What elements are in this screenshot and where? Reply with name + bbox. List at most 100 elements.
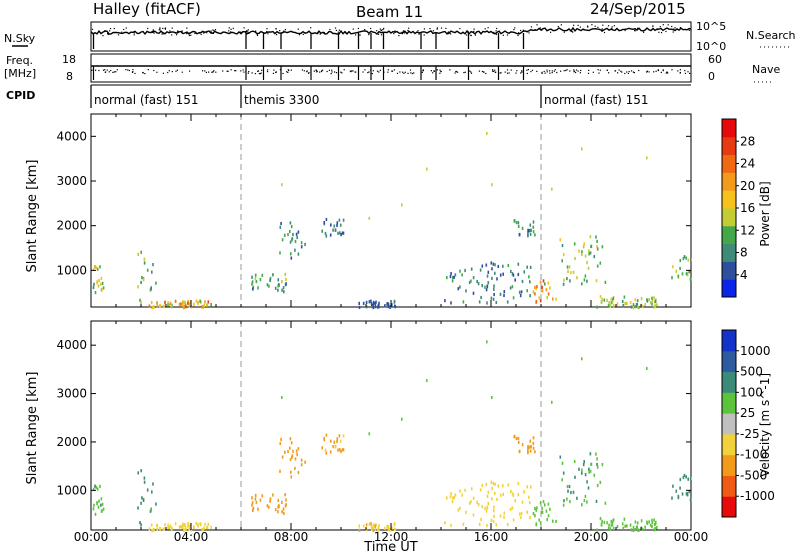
data-point — [551, 187, 553, 191]
data-point — [491, 396, 493, 399]
nsearch-point — [526, 31, 529, 33]
data-point — [332, 445, 334, 449]
nave-point — [520, 72, 522, 74]
nave-point — [98, 69, 100, 72]
nsearch-point — [159, 28, 161, 30]
nave-point — [684, 70, 686, 72]
data-point — [386, 302, 389, 306]
data-point — [581, 468, 583, 472]
nsearch-point — [177, 30, 179, 32]
nsearch-point — [246, 30, 248, 32]
nsearch-point — [624, 29, 626, 32]
nsearch-point — [304, 32, 306, 34]
nave-point — [322, 69, 324, 71]
data-point — [94, 512, 97, 516]
nave-point — [646, 71, 648, 73]
data-point — [140, 250, 142, 254]
data-point — [94, 484, 96, 488]
data-point — [281, 288, 283, 292]
colorbar-label: Power [dB] — [758, 181, 772, 246]
nave-point — [430, 70, 432, 72]
data-point — [510, 269, 512, 273]
nsearch-point — [484, 28, 486, 30]
data-point — [277, 278, 280, 282]
data-point — [648, 520, 650, 524]
data-point — [334, 445, 337, 449]
data-point — [203, 303, 205, 307]
colorbar-tick-label: 500 — [740, 365, 763, 379]
data-point — [472, 291, 475, 295]
data-point — [530, 228, 532, 232]
data-point — [254, 493, 257, 497]
data-point — [637, 528, 640, 532]
data-point — [596, 247, 599, 251]
data-point — [179, 524, 182, 529]
data-point — [374, 528, 377, 532]
data-point — [517, 224, 520, 228]
data-point — [648, 298, 650, 302]
data-point — [493, 287, 495, 291]
nsearch-point — [186, 33, 188, 35]
nave-point — [399, 71, 401, 73]
nave-point — [267, 69, 269, 71]
nave-point — [235, 70, 237, 72]
data-point — [593, 473, 596, 477]
data-point — [365, 523, 368, 527]
data-point — [297, 471, 300, 475]
nsearch-point — [513, 29, 515, 31]
data-point — [559, 455, 562, 459]
nave-point — [257, 70, 260, 72]
data-point — [207, 300, 210, 304]
data-point — [391, 525, 393, 529]
nsearch-point — [279, 30, 281, 32]
data-point — [486, 494, 489, 498]
data-point — [197, 523, 199, 527]
data-point — [182, 300, 184, 304]
nave-point — [110, 69, 112, 72]
data-point — [492, 481, 495, 486]
nsearch-label: N.Search — [746, 29, 796, 42]
data-point — [486, 301, 488, 305]
nsearch-point — [283, 30, 285, 32]
nsearch-point — [403, 30, 405, 32]
nsearch-point — [470, 34, 472, 36]
colorbar-segment — [722, 172, 736, 191]
data-point — [589, 235, 592, 239]
data-point — [342, 231, 345, 235]
data-point — [596, 457, 598, 461]
data-point — [140, 300, 142, 304]
nave-point — [243, 71, 245, 73]
data-point — [683, 255, 686, 259]
data-point — [486, 274, 489, 278]
data-point — [529, 223, 532, 227]
nave-point — [287, 69, 289, 71]
nsky-panel-frame — [90, 21, 692, 52]
nsearch-point — [152, 29, 154, 31]
data-point — [300, 245, 303, 249]
nave-point — [334, 71, 336, 73]
data-point — [100, 276, 103, 280]
nave-point — [657, 69, 659, 72]
nsearch-point — [436, 27, 438, 29]
nave-point — [227, 70, 229, 72]
data-point — [453, 496, 455, 500]
data-point — [649, 301, 652, 305]
data-point — [462, 300, 465, 304]
data-point — [393, 522, 396, 526]
nsearch-point — [418, 33, 420, 35]
nave-point — [608, 72, 610, 74]
data-point — [204, 300, 206, 304]
nave-point — [592, 71, 594, 73]
data-point — [675, 489, 678, 493]
data-point — [506, 300, 509, 304]
data-point — [137, 252, 139, 256]
nave-point — [499, 72, 501, 74]
data-point — [183, 529, 185, 533]
data-point — [274, 286, 277, 290]
data-point — [527, 446, 529, 451]
data-point — [92, 267, 95, 272]
x-tick-labels: 00:00 04:00 08:00 12:00 16:00 20:00 00:00 — [74, 530, 709, 544]
nsearch-point — [652, 25, 654, 27]
nsearch-point — [370, 27, 372, 30]
data-point — [654, 526, 656, 531]
